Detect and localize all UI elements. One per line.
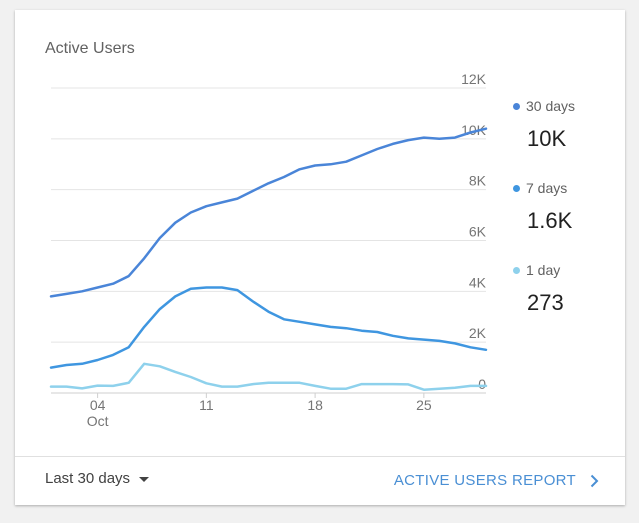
card-title: Active Users bbox=[45, 40, 135, 57]
y-tick-label: 6K bbox=[469, 224, 487, 240]
active-users-card: Active Users 0 2K 4K 6K 8K 10K 12K 04 11 18 25 Oct… bbox=[15, 10, 625, 505]
y-tick-label: 8K bbox=[469, 173, 487, 189]
caret-down-icon bbox=[139, 477, 150, 482]
legend-label: 7 days bbox=[526, 180, 568, 196]
active-users-report-link[interactable]: ACTIVE USERS REPORT bbox=[394, 472, 599, 489]
x-sublabel: Oct bbox=[87, 413, 109, 429]
legend-value: 10K bbox=[527, 126, 567, 151]
x-axis-ticks: 04 11 18 25 Oct bbox=[87, 393, 432, 429]
footer-divider bbox=[15, 456, 625, 457]
legend-value: 1.6K bbox=[527, 208, 573, 233]
series-line bbox=[49, 362, 488, 391]
legend-item-7-days: 7 days 1.6K bbox=[513, 180, 575, 262]
y-tick-label: 12K bbox=[461, 71, 487, 87]
legend-value: 273 bbox=[527, 290, 564, 315]
series-line bbox=[49, 286, 488, 369]
x-tick-label: 25 bbox=[416, 397, 432, 413]
legend-dot-icon bbox=[513, 184, 520, 192]
legend-dot-icon bbox=[513, 102, 520, 110]
chart-series bbox=[49, 127, 488, 391]
date-range-dropdown[interactable]: Last 30 days bbox=[45, 470, 150, 487]
chart-legend: 30 days 10K 7 days 1.6K 1 day 273 bbox=[513, 98, 575, 344]
legend-label: 1 day bbox=[526, 262, 561, 278]
y-tick-label: 4K bbox=[469, 274, 487, 290]
y-tick-label: 0 bbox=[478, 376, 486, 392]
legend-label: 30 days bbox=[526, 98, 576, 114]
legend-dot-icon bbox=[513, 266, 520, 274]
report-link-label: ACTIVE USERS REPORT bbox=[393, 472, 576, 489]
x-tick-label: 18 bbox=[307, 397, 323, 413]
legend-item-30-days: 30 days 10K bbox=[513, 98, 575, 180]
series-line bbox=[49, 127, 488, 298]
date-range-label: Last 30 days bbox=[45, 470, 131, 487]
chevron-right-icon bbox=[590, 474, 599, 487]
x-tick-label: 11 bbox=[199, 397, 214, 413]
chart-grid bbox=[51, 87, 486, 394]
legend-item-1-day: 1 day 273 bbox=[513, 262, 575, 344]
y-tick-label: 2K bbox=[469, 325, 487, 341]
x-tick-label: 04 bbox=[90, 397, 106, 413]
